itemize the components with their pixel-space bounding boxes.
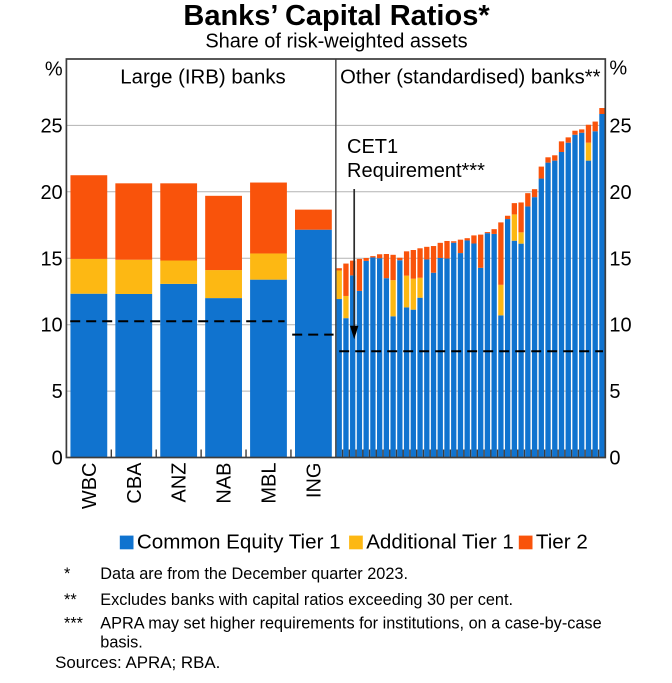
svg-text:Share of risk-weighted assets: Share of risk-weighted assets: [205, 30, 467, 52]
svg-text:CBA: CBA: [124, 462, 146, 504]
svg-text:WBC: WBC: [79, 463, 101, 510]
svg-text:Excludes banks with capital ra: Excludes banks with capital ratios excee…: [100, 591, 513, 609]
svg-text:5: 5: [609, 381, 620, 403]
svg-text:APRA may set higher requiremen: APRA may set higher requirements for ins…: [100, 614, 601, 632]
svg-text:10: 10: [40, 315, 62, 337]
svg-text:Banks’ Capital Ratios*: Banks’ Capital Ratios*: [183, 0, 490, 32]
svg-text:25: 25: [609, 115, 631, 137]
svg-text:**: **: [64, 591, 77, 609]
svg-text:10: 10: [609, 315, 631, 337]
svg-text:Tier 2: Tier 2: [536, 530, 588, 553]
svg-text:25: 25: [40, 115, 62, 137]
svg-text:Additional Tier 1: Additional Tier 1: [366, 530, 514, 553]
svg-text:CET1: CET1: [347, 136, 398, 158]
svg-text:Other (standardised) banks**: Other (standardised) banks**: [340, 67, 600, 89]
svg-text:ANZ: ANZ: [169, 463, 191, 503]
svg-text:***: ***: [64, 614, 84, 632]
svg-text:*: *: [64, 565, 71, 583]
svg-text:ING: ING: [303, 463, 325, 499]
svg-text:Large (IRB) banks: Large (IRB) banks: [120, 67, 285, 89]
svg-text:Data are from the December qua: Data are from the December quarter 2023.: [100, 565, 408, 583]
svg-text:basis.: basis.: [100, 634, 143, 652]
svg-text:Sources: APRA; RBA.: Sources: APRA; RBA.: [55, 653, 220, 672]
svg-text:Requirement***: Requirement***: [347, 160, 485, 182]
svg-text:%: %: [45, 59, 63, 81]
svg-text:15: 15: [609, 248, 631, 270]
svg-text:5: 5: [52, 381, 63, 403]
svg-text:Common Equity Tier 1: Common Equity Tier 1: [137, 530, 341, 553]
svg-text:20: 20: [40, 182, 62, 204]
svg-text:0: 0: [52, 448, 63, 470]
svg-text:0: 0: [609, 448, 620, 470]
svg-text:20: 20: [609, 182, 631, 204]
svg-text:MBL: MBL: [258, 463, 280, 504]
svg-text:%: %: [609, 58, 627, 80]
svg-text:15: 15: [40, 248, 62, 270]
svg-text:NAB: NAB: [214, 463, 236, 504]
